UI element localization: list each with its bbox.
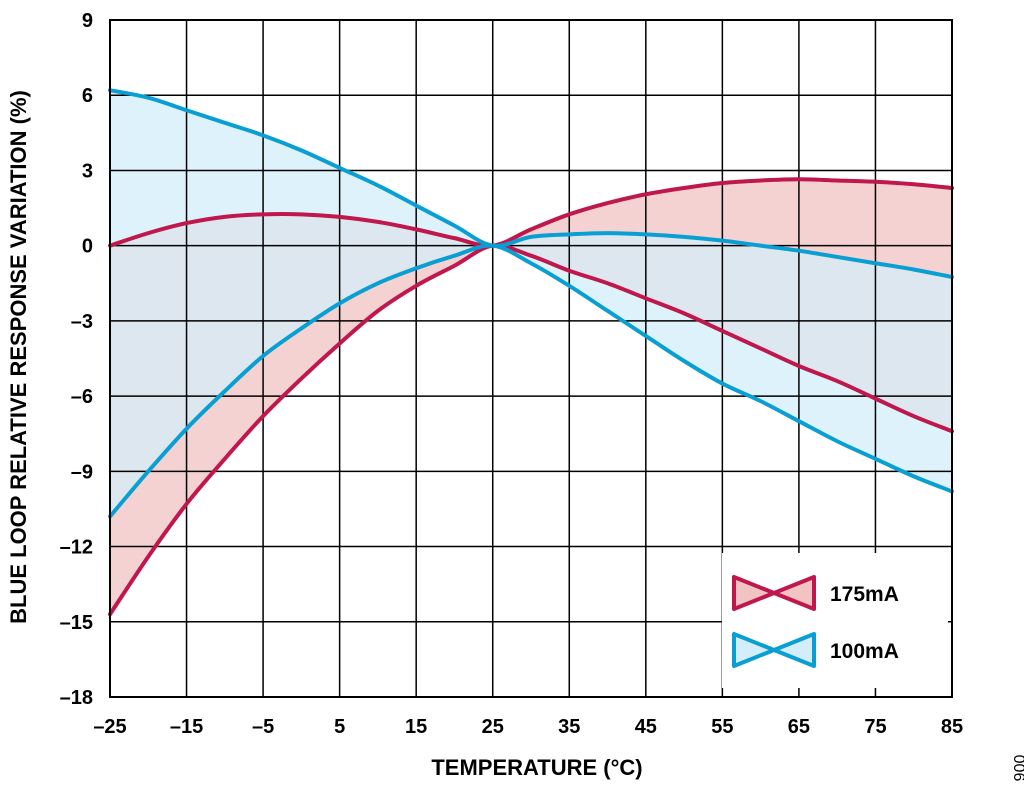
x-tick-label: 75 [864,716,886,738]
legend-item-175ma: 175mA [732,575,899,611]
series-line-100ma-lower [108,243,954,519]
x-tick-label: 65 [788,716,810,738]
series-lines [108,88,954,617]
x-tick-labels: –25 –15 –5 5 15 25 35 45 55 65 75 85 [93,716,963,738]
y-tick-label: –15 [60,612,93,634]
y-tick-label: 9 [82,10,93,32]
x-tick-label: 85 [941,716,963,738]
x-tick-label: 35 [558,716,580,738]
legend-swatch-lines [732,632,816,668]
series-line-175ma-lower [108,243,954,617]
legend-label: 100mA [830,640,899,663]
plot-frame [109,19,953,698]
band-fill-100ma [110,90,952,517]
x-tick-label: –25 [93,716,126,738]
series-line-100ma-upper [108,88,954,280]
x-tick-label: 5 [334,716,345,738]
y-axis-title: BLUE LOOP RELATIVE RESPONSE VARIATION (%… [6,90,31,624]
y-tick-label: –6 [71,386,93,408]
x-tick-label: 55 [711,716,733,738]
legend-item-100ma: 100mA [732,632,899,668]
legend-box [722,553,948,688]
legend-swatch-lines [732,575,816,611]
x-tick-label: 45 [635,716,657,738]
y-tick-label: –12 [60,537,93,559]
x-axis-title: TEMPERATURE (°C) [431,755,642,780]
y-tick-label: 3 [82,160,93,182]
y-tick-label: –3 [71,311,93,333]
y-tick-label: –9 [71,461,93,483]
x-tick-label: 25 [482,716,504,738]
series-line-175ma-upper [108,177,954,248]
legend-label: 175mA [830,583,899,606]
y-tick-label: –18 [60,687,93,709]
x-tick-label: –5 [252,716,274,738]
legend: 175mA 100mA [722,553,948,688]
x-tick-label: –15 [170,716,203,738]
y-tick-label: 0 [82,236,93,258]
band-fills [110,90,952,615]
y-tick-label: 6 [82,85,93,107]
figure-id: 006 [1010,755,1024,782]
y-tick-labels: 9 6 3 0 –3 –6 –9 –12 –15 –18 [60,10,93,709]
x-tick-label: 15 [405,716,427,738]
